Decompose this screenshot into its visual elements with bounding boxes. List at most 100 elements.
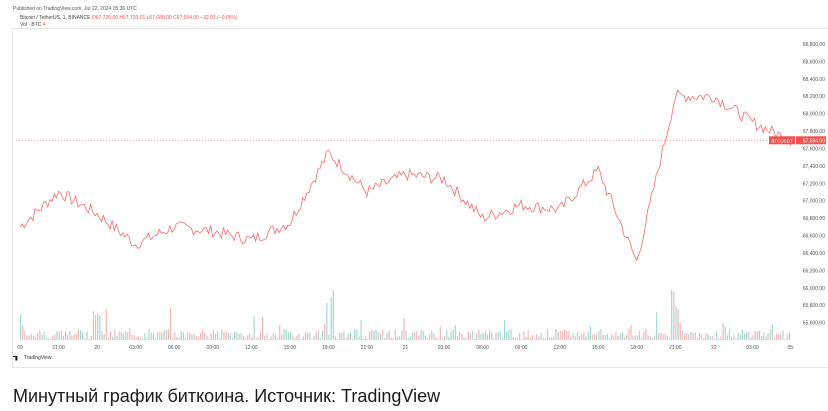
volume-bar [300,338,302,340]
volume-bar [675,306,677,340]
volume-bar [726,335,728,340]
volume-bar [399,336,401,340]
volume-bar [720,336,722,340]
volume-bar [403,318,405,340]
volume-bar [386,333,388,340]
volume-bar [60,331,62,340]
volume-bar [452,329,454,340]
volume-bar [159,331,161,340]
volume-bar [90,335,92,340]
volume-bar [739,334,741,340]
volume-bar [22,325,24,340]
volume-bar [255,338,257,340]
volume-bar [319,337,322,340]
y-tick-label: 66,800.00 [803,216,825,222]
volume-bar [354,329,356,340]
volume-bar [566,330,568,340]
volume-bar [613,336,615,340]
volume-bar [598,330,600,340]
volume-bar [713,338,716,340]
x-tick-label: 12:00 [245,345,258,351]
volume-bar [688,333,690,340]
volume-bar [707,334,709,340]
volume-bar [236,332,238,340]
volume-bar [84,338,86,340]
volume-bar [786,334,788,340]
x-tick-label: 03:00 [129,345,142,351]
volume-bar [671,289,673,340]
volume-bar [519,332,521,340]
volume-bar [247,334,249,340]
volume-bar [690,331,692,340]
volume-bar [26,335,28,340]
volume-bar [324,324,326,340]
volume-bar [763,332,765,340]
volume-bar [394,329,396,340]
volume-bar [510,329,512,340]
volume-bar [234,331,236,340]
volume-bar [643,331,645,340]
volume-bar [206,335,208,340]
volume-bar [489,330,491,340]
volume-bar [137,336,139,340]
volume-bar [193,333,195,340]
volume-bar [313,336,315,340]
volume-bar [381,330,384,340]
volume-bar [411,332,414,340]
volume-bar [148,329,150,340]
legend-volume-label: Vol · BTC [20,22,42,28]
volume-bar [334,336,337,340]
volume-bar [534,338,536,340]
volume-bar [384,338,386,340]
volume-bar [658,333,660,340]
x-tick-label: 06:00 [476,345,489,351]
volume-bar [484,331,486,340]
last-price-tag-bg [796,136,826,145]
volume-bar [461,333,463,340]
volume-bar [711,335,713,340]
volume-bar [396,336,399,340]
volume-bar [223,332,225,340]
volume-bar [780,334,782,340]
volume-bar [321,330,324,340]
y-tick-label: 66,200.00 [803,268,825,274]
volume-bar [202,329,204,340]
volume-bar [24,330,26,340]
volume-bar [536,333,538,340]
volume-bar [495,332,497,340]
volume-bar [437,338,439,340]
volume-bar [268,338,270,340]
volume-bar [782,330,784,340]
volume-bar [619,334,621,340]
volume-bar [167,329,169,340]
volume-bar [41,334,43,340]
volume-bar [371,330,373,340]
volume-bar [118,331,120,340]
volume-bar [120,331,122,340]
volume-bar [548,337,551,340]
volume-bar [521,338,523,340]
y-tick-label: 65,800.00 [803,303,825,309]
volume-bar [73,334,75,340]
volume-bar [94,315,97,340]
volume-bar [621,332,624,340]
volume-bar [722,323,724,340]
volume-bar [281,334,283,340]
volume-bar [154,338,157,340]
volume-bar [701,334,703,340]
volume-bar [743,333,746,340]
volume-bar [414,332,416,340]
volume-bar [204,332,206,340]
volume-bar [553,336,555,340]
volume-bar [431,330,433,340]
volume-bar [561,331,564,340]
volume-bar [450,331,452,340]
volume-bar [377,331,379,340]
y-tick-label: 66,000.00 [803,286,825,292]
volume-bar [551,337,553,340]
volume-bar [32,335,35,340]
volume-bar [401,330,403,340]
volume-bar [45,337,47,340]
volume-bar [570,336,572,340]
